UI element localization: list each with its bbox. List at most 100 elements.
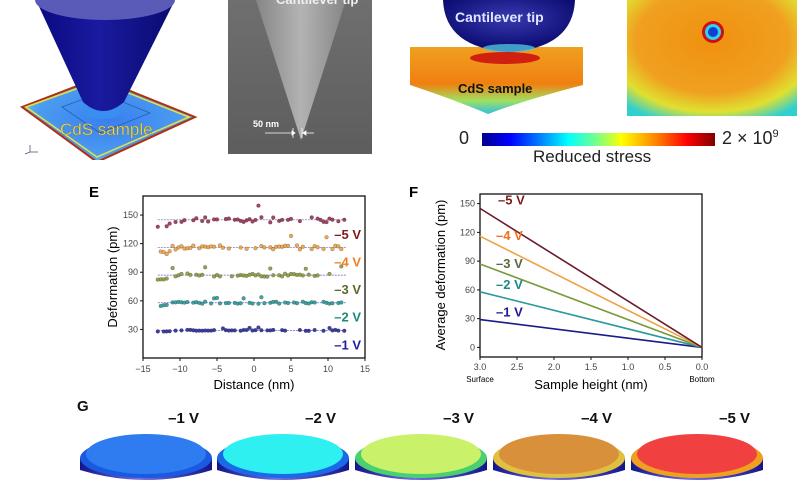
chart-e-point (300, 273, 305, 278)
axis-triad-icon (24, 145, 38, 155)
chart-e-point (214, 217, 220, 222)
chart-f-series-line (479, 263, 703, 349)
disk-voltage-label: –2 V (305, 410, 336, 427)
chart-e-point (173, 328, 178, 333)
chart-e-point (342, 217, 347, 222)
chart-e-point (268, 245, 273, 250)
chart-e-point (155, 224, 160, 229)
chart-e-point (312, 328, 317, 333)
chart-e-point (179, 328, 184, 333)
colorbar-max-label: 2 × 109 (722, 128, 779, 149)
chart-e-point (315, 245, 320, 250)
chart-e-point (244, 246, 249, 251)
chart-e-point (265, 274, 270, 279)
chart-f-series-line (479, 207, 703, 349)
cantilever-tip-label-c: Cantilever tip (455, 9, 544, 25)
disk-graphic (80, 434, 212, 480)
chart-e-point (297, 327, 302, 333)
chart-e-point (203, 299, 208, 304)
chart-e-point (271, 247, 276, 252)
chart-f-ylabel: Average deformation (pm) (433, 200, 448, 351)
panel-c-stress-model: Cantilever tip CdS sample (410, 0, 583, 114)
chart-e-series-label: –4 V (334, 254, 361, 269)
chart-e-point (280, 274, 285, 279)
chart-e-point (300, 244, 305, 249)
disk-graphic (217, 434, 349, 480)
sem-tip-graphic: Cantilever tip 50 nm (253, 0, 358, 140)
chart-e-point (271, 273, 276, 278)
cds-sample-label-a: CdS sample (60, 120, 153, 139)
disk-voltage-label: –1 V (168, 410, 199, 427)
chart-e-point (164, 276, 169, 281)
sem-title: Cantilever tip (276, 0, 358, 7)
disk-model: –3 V (355, 408, 490, 480)
chart-e-point (309, 246, 314, 252)
chart-f-xtick-label: 2.0 (548, 362, 561, 372)
chart-e-series (158, 295, 344, 309)
chart-e-point (191, 243, 196, 248)
chart-e-point (306, 272, 311, 277)
chart-e-point (286, 243, 291, 248)
chart-e-point (173, 247, 178, 252)
chart-e-point (259, 215, 264, 220)
chart-e-point (309, 215, 314, 220)
chart-e-point (336, 219, 341, 224)
disk-graphic (493, 434, 625, 480)
chart-e-point (324, 235, 329, 240)
chart-e-point (283, 328, 288, 333)
chart-e-point (259, 295, 264, 300)
cds-sample-label-c: CdS sample (458, 81, 532, 96)
panel-g-letter: G (77, 398, 89, 415)
chart-e-point (155, 329, 160, 334)
chart-e-point (229, 274, 234, 279)
chart-e-point (288, 216, 294, 221)
chart-f-bottom-annotation: Bottom (689, 375, 715, 384)
chart-e-point (173, 219, 178, 225)
chart-f-xtick-label: 3.0 (474, 362, 487, 372)
chart-f-xtick-label: 0.5 (659, 362, 672, 372)
chart-e-point (203, 265, 208, 270)
chart-f-series-label: –5 V (498, 192, 525, 207)
chart-e-point (271, 327, 276, 332)
chart-e-ylabel: Deformation (pm) (105, 226, 120, 327)
chart-e-point (164, 251, 169, 257)
chart-e-point (286, 301, 291, 306)
chart-e-point (182, 218, 187, 223)
chart-e-point (327, 326, 332, 331)
chart-e-point (214, 295, 220, 300)
chart-e-point (330, 301, 335, 306)
disk-voltage-label: –5 V (719, 410, 750, 427)
chart-e-letter: E (89, 184, 99, 201)
chart-e-point (185, 300, 190, 305)
disk-model: –2 V (217, 408, 352, 480)
chart-e-series (155, 203, 347, 229)
chart-f-xtick-label: 2.5 (511, 362, 524, 372)
chart-e-point (179, 244, 184, 249)
chart-e-point (259, 328, 264, 333)
disk-top (499, 434, 619, 474)
chart-e-point (238, 301, 243, 306)
chart-e-point (250, 301, 255, 306)
chart-f-letter: F (409, 184, 418, 201)
disk-top (637, 434, 757, 474)
chart-e-point (164, 224, 169, 229)
chart-f-surface-annotation: Surface (466, 375, 494, 384)
chart-e-point (339, 264, 344, 269)
disk-voltage-label: –3 V (443, 410, 474, 427)
chart-e-point (253, 328, 258, 333)
chart-e-point (200, 301, 205, 306)
chart-e-point (312, 300, 317, 305)
chart-e-point (220, 245, 225, 250)
chart-e-point (226, 216, 231, 221)
chart-e-point (277, 301, 282, 306)
chart-e-point (321, 328, 326, 333)
chart-e-point (327, 271, 332, 276)
chart-f-xtick-label: 1.0 (622, 362, 635, 372)
chart-e-series (155, 264, 344, 282)
chart-f-ytick-label: 120 (460, 227, 475, 237)
chart-e-deformation-vs-distance: E −15 −10 −5 0 5 10 15 30 60 90 120 150 –1 V –2 V –3 … (89, 184, 370, 392)
sample-plate (19, 76, 198, 160)
chart-e-point (268, 220, 273, 225)
chart-e-point (244, 327, 249, 333)
